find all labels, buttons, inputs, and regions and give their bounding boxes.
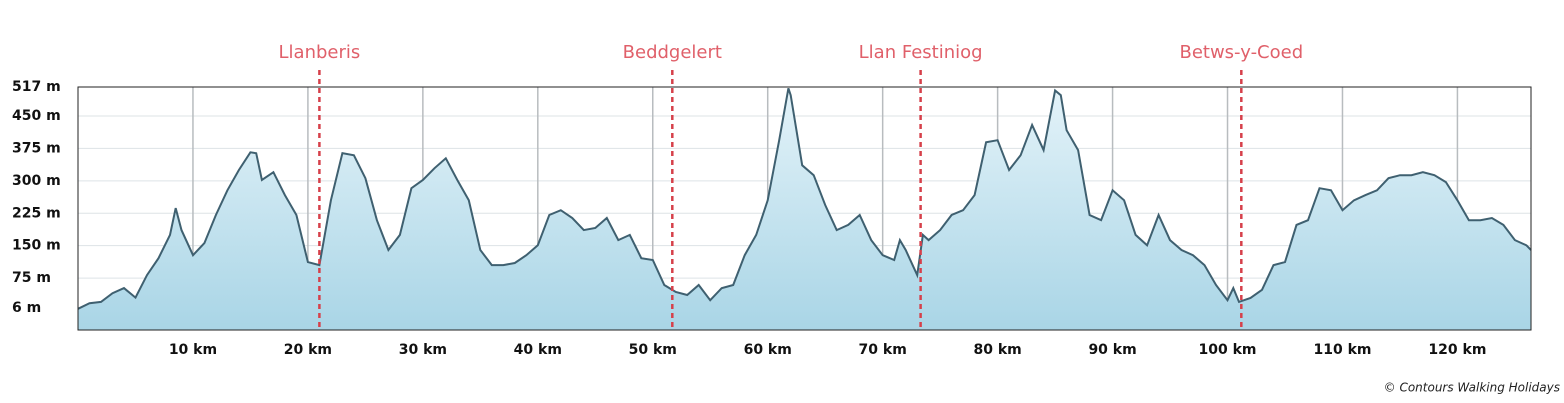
x-tick-label: 90 km bbox=[1088, 342, 1136, 358]
x-tick-label: 80 km bbox=[973, 342, 1021, 358]
x-tick-label: 40 km bbox=[514, 342, 562, 358]
x-tick-label: 110 km bbox=[1313, 342, 1371, 358]
elevation-line bbox=[77, 87, 1532, 310]
marker-label: Betws-y-Coed bbox=[1179, 42, 1303, 63]
x-tick-label: 100 km bbox=[1199, 342, 1257, 358]
x-tick-label: 60 km bbox=[744, 342, 792, 358]
y-tick-label: 450 m bbox=[12, 108, 61, 124]
marker-label: Beddgelert bbox=[623, 42, 722, 63]
x-tick-label: 20 km bbox=[284, 342, 332, 358]
x-tick-label: 30 km bbox=[399, 342, 447, 358]
plot-frame bbox=[77, 86, 1532, 331]
marker-label: Llan Festiniog bbox=[859, 42, 983, 63]
y-tick-label: 75 m bbox=[12, 270, 51, 286]
x-tick-label: 50 km bbox=[629, 342, 677, 358]
elevation-area bbox=[78, 88, 1531, 330]
credit: © Contours Walking Holidays bbox=[1384, 381, 1560, 395]
y-tick-label: 225 m bbox=[12, 205, 61, 221]
y-tick-label: 517 m bbox=[12, 79, 61, 95]
y-tick-label: 150 m bbox=[12, 238, 61, 254]
x-tick-label: 120 km bbox=[1428, 342, 1486, 358]
y-tick-label: 6 m bbox=[12, 300, 41, 316]
y-tick-label: 300 m bbox=[12, 173, 61, 189]
x-tick-label: 10 km bbox=[169, 342, 217, 358]
x-tick-label: 70 km bbox=[859, 342, 907, 358]
y-tick-label: 375 m bbox=[12, 140, 61, 156]
marker-label: Llanberis bbox=[279, 42, 361, 63]
